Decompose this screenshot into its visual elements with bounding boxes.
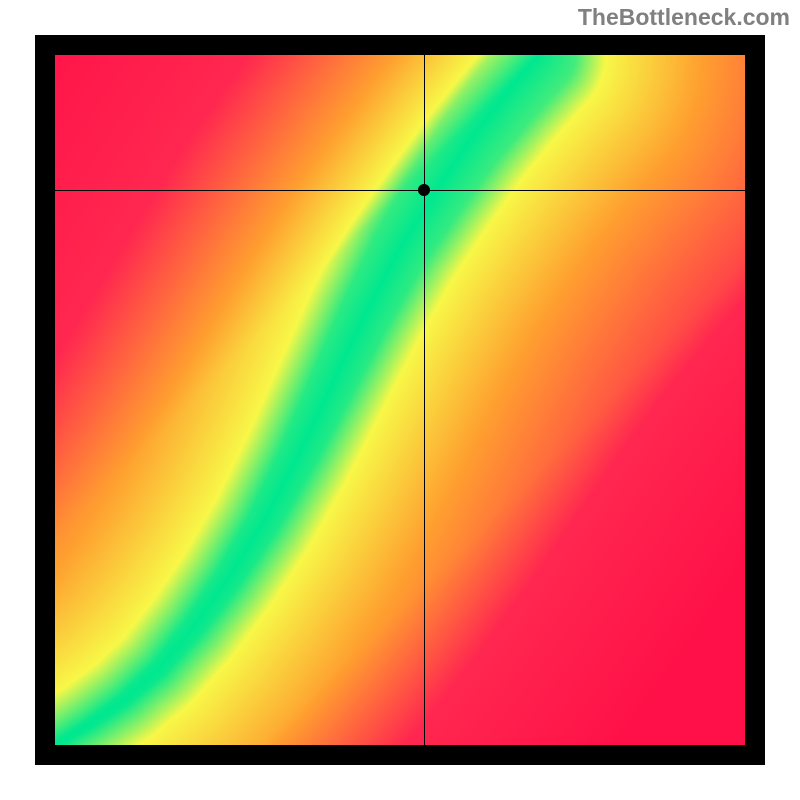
chart-plot-area: [55, 55, 745, 745]
crosshair-marker: [418, 184, 430, 196]
crosshair-horizontal: [55, 190, 745, 191]
chart-frame: [35, 35, 765, 765]
heatmap-canvas: [55, 55, 745, 745]
crosshair-vertical: [424, 55, 425, 745]
watermark-text: TheBottleneck.com: [578, 4, 790, 31]
